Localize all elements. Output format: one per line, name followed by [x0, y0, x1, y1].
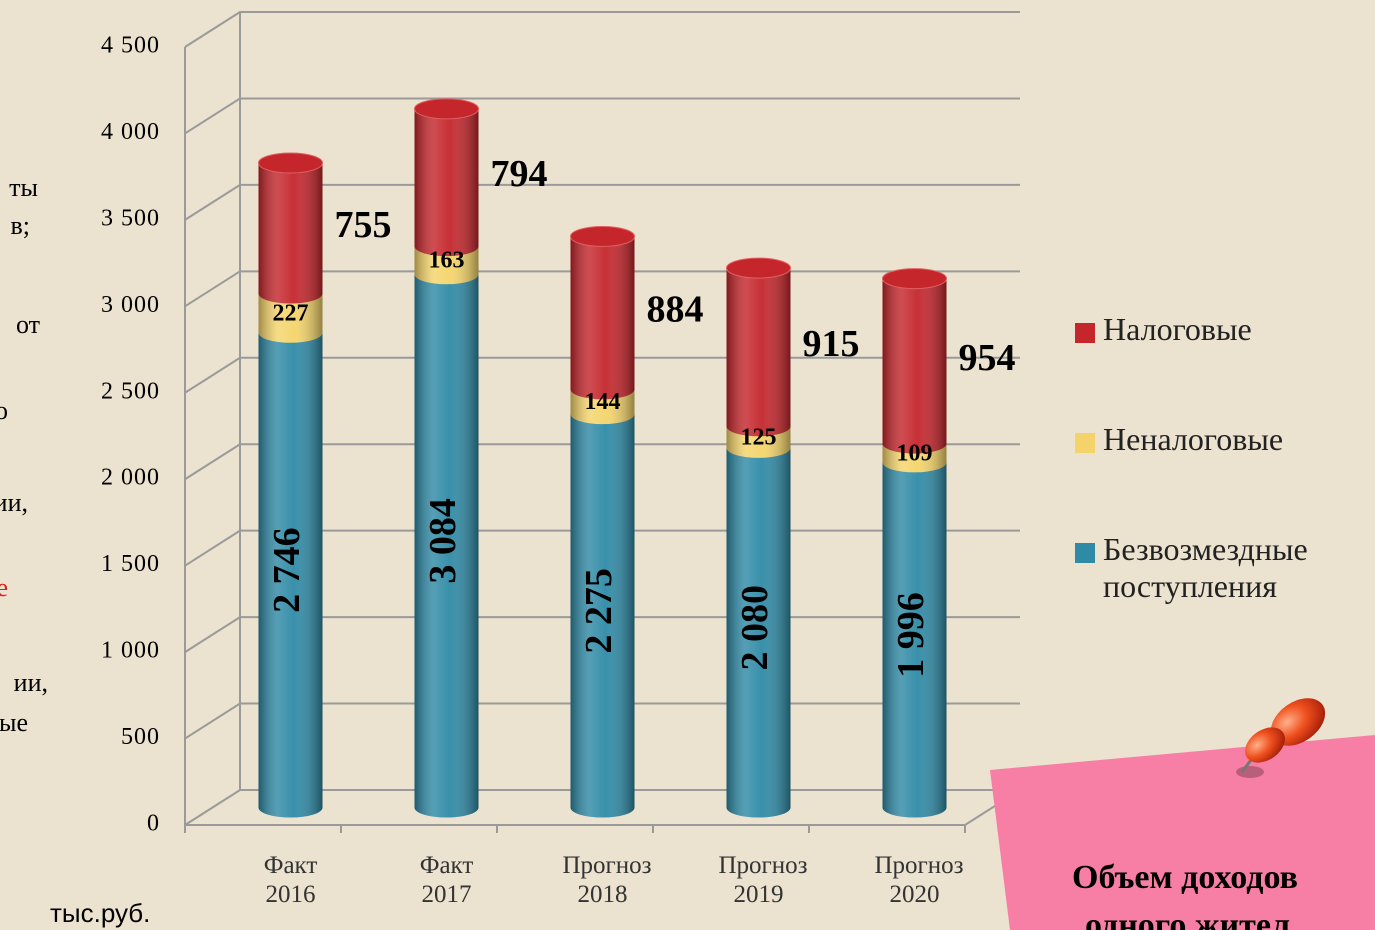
y-tick-label: 3 500: [101, 205, 160, 231]
value-label: 915: [803, 323, 860, 365]
y-tick-label: 2 500: [101, 378, 160, 404]
cylinder-cap: [727, 258, 791, 278]
x-tick-label: Факт 2016: [251, 852, 331, 910]
value-label: 109: [897, 440, 933, 466]
legend-swatch: [1075, 433, 1095, 453]
note-text: одного жител: [1085, 907, 1290, 930]
text-fragment: в;: [11, 211, 31, 240]
text-fragment: ты: [9, 173, 38, 202]
y-tick-label: 1 500: [101, 551, 160, 577]
y-tick-label: 4 000: [101, 119, 160, 145]
value-label: 755: [335, 204, 392, 246]
unit-label: тыс.руб.: [50, 898, 150, 928]
y-tick-label: 1 000: [101, 638, 160, 664]
legend-swatch: [1075, 323, 1095, 343]
cylinder-shading: [571, 236, 635, 817]
legend-label-box: Безвозмездные поступления: [1103, 531, 1373, 621]
x-tick-label-box: Факт 2017: [382, 852, 512, 930]
legend-label-box: Налоговые: [1103, 311, 1373, 401]
value-label: 2 746: [266, 527, 308, 613]
legend-label: Безвозмездные поступления: [1103, 531, 1353, 605]
cylinder-shading: [415, 109, 479, 818]
legend-label: Налоговые: [1103, 311, 1353, 348]
cylinder-cap: [415, 99, 479, 119]
x-tick-label-box: Прогноз 2020: [850, 852, 980, 930]
value-label: 163: [429, 248, 465, 274]
x-tick-label: Факт 2017: [407, 852, 487, 910]
pin-shadow: [1236, 766, 1264, 778]
text-fragment: о: [0, 396, 8, 425]
y-tick-label: 0: [147, 811, 160, 837]
legend-label-box: Неналоговые: [1103, 421, 1373, 511]
value-label: 884: [647, 289, 704, 331]
value-label: 3 084: [422, 498, 464, 584]
x-tick-label-box: Прогноз 2019: [694, 852, 824, 930]
text-fragment: е: [0, 573, 8, 602]
cylinder-shading: [883, 279, 947, 818]
value-label: 1 996: [890, 592, 932, 678]
cylinder-shading: [259, 163, 323, 818]
value-label: 2 080: [734, 585, 776, 671]
legend-label: Неналоговые: [1103, 421, 1353, 458]
x-tick-label: Прогноз 2018: [563, 852, 643, 910]
value-label: 144: [585, 389, 621, 415]
value-label: 954: [959, 337, 1016, 379]
legend-swatch: [1075, 543, 1095, 563]
value-label: 125: [741, 425, 777, 451]
cylinder-shading: [727, 268, 791, 817]
page: ты в; от о ии, е ии, ые тыс.руб. 0 500 1 000 1 500…: [0, 0, 1375, 930]
text-fragment: от: [16, 310, 40, 339]
cylinder-cap: [571, 226, 635, 246]
x-tick-label: Прогноз 2020: [875, 852, 955, 910]
y-tick-label: 2 000: [101, 465, 160, 491]
text-fragment: ии,: [14, 668, 48, 697]
x-tick-label-box: Факт 2016: [226, 852, 356, 930]
cylinder-cap: [883, 269, 947, 289]
y-tick-label: 500: [121, 724, 160, 750]
value-label: 794: [491, 153, 548, 195]
y-tick-label: 3 000: [101, 292, 160, 318]
x-tick-label: Прогноз 2019: [719, 852, 799, 910]
value-label: 2 275: [578, 568, 620, 654]
cylinder-cap: [259, 153, 323, 173]
y-tick-label: 4 500: [101, 33, 160, 59]
x-tick-label-box: Прогноз 2018: [538, 852, 668, 930]
note-text: Объем доходов: [1072, 859, 1298, 896]
value-label: 227: [273, 301, 309, 327]
text-fragment: ии,: [0, 488, 28, 517]
text-fragment: ые: [0, 708, 28, 737]
